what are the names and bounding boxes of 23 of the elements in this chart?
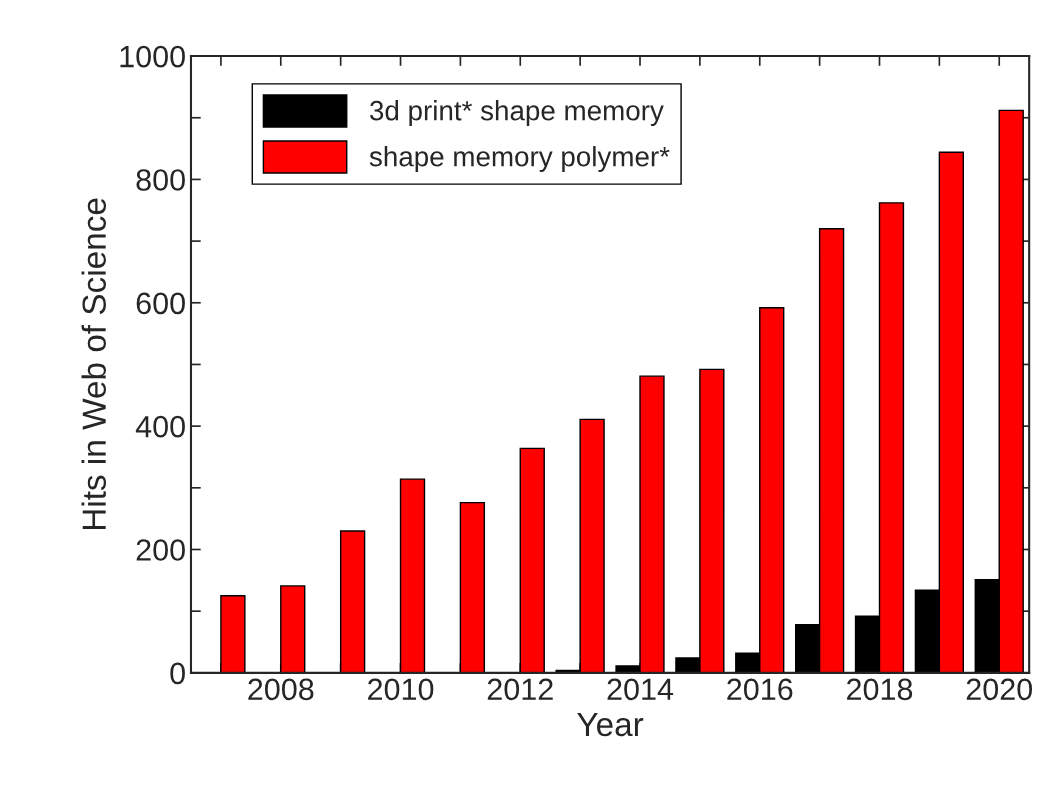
y-tick-label: 1000 <box>120 45 185 68</box>
legend-label: shape memory polymer* <box>369 146 670 172</box>
bar <box>220 595 246 673</box>
x-tick-label: 2012 <box>487 678 553 701</box>
x-tick-label: 2010 <box>368 678 434 701</box>
x-tick-label: 2014 <box>607 678 674 701</box>
legend-label: 3d print* shape memory <box>370 100 664 126</box>
x-tick-label: 2008 <box>248 678 314 701</box>
y-tick-label: 800 <box>136 169 185 191</box>
y-tick-label: 0 <box>170 662 185 685</box>
x-tick-label: 2020 <box>966 678 1033 701</box>
bar <box>399 478 426 673</box>
x-tick-label: 2018 <box>847 678 913 701</box>
bar <box>519 447 545 673</box>
y-axis-title: Hits in Web of Science <box>81 198 107 530</box>
x-tick-label: 2016 <box>727 678 793 701</box>
y-tick-label: 200 <box>136 539 185 561</box>
bar <box>459 501 486 673</box>
bar <box>280 585 306 673</box>
y-tick-label: 400 <box>135 415 185 438</box>
bar <box>339 530 366 673</box>
y-tick-label: 600 <box>136 292 185 315</box>
x-axis-title: Year <box>577 712 644 737</box>
